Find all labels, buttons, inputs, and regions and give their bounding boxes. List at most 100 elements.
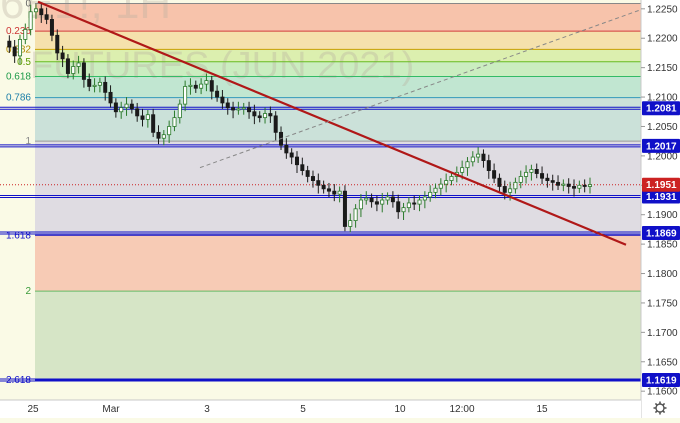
candle-body (518, 176, 523, 183)
candle-body (252, 111, 257, 117)
fib-label: 0.5 (17, 57, 31, 68)
settings-gear-icon[interactable] (653, 401, 667, 415)
y-tick-label: 1.1600 (647, 387, 678, 398)
candle-body (231, 107, 236, 111)
candle-body (33, 8, 38, 13)
gear-tooth (662, 402, 666, 406)
y-tick-label: 1.2200 (647, 34, 678, 45)
candle-body (124, 103, 129, 109)
candle-body (7, 40, 12, 48)
last-price-tag (642, 177, 680, 192)
candle-body (87, 79, 92, 87)
candle-body (204, 80, 209, 85)
x-axis: 25 Mar 3 5 10 12:00 15 (0, 399, 641, 418)
candle-body (156, 131, 161, 139)
candle-body (81, 62, 86, 80)
fib-label: 2 (25, 286, 31, 297)
y-tick-label: 1.1750 (647, 298, 678, 309)
candle-body (588, 184, 593, 187)
candle-body (310, 176, 315, 181)
fib-label: 0.786 (6, 93, 31, 104)
candle-body (55, 34, 60, 54)
candle-body (332, 190, 337, 195)
trend-line[interactable] (37, 0, 627, 246)
candle-body (326, 188, 331, 192)
candle-body (545, 177, 550, 181)
fib-label: 0.618 (6, 71, 31, 82)
candle-body (390, 196, 395, 203)
candle-body (582, 184, 587, 187)
dashed-line[interactable] (199, 9, 641, 169)
fib-label: 1 (25, 136, 31, 147)
candle-body (465, 161, 470, 169)
candle-body (225, 102, 230, 109)
fib-band (35, 291, 641, 380)
y-tick-label: 1.2000 (647, 151, 678, 162)
price-tag (642, 225, 680, 240)
candle-body (135, 108, 140, 117)
last-price-label: 1.1951 (646, 180, 677, 191)
candle-body (358, 199, 363, 210)
gear-tooth (654, 402, 658, 406)
candle-body (470, 156, 475, 163)
y-tick-label: 1.1700 (647, 328, 678, 339)
candle-body (348, 220, 353, 227)
candle-body (534, 169, 539, 174)
x-tick-label: 3 (204, 404, 210, 415)
candle-body (167, 126, 172, 136)
candle-body (215, 90, 220, 98)
trendlines (37, 0, 641, 246)
price-tag (642, 373, 680, 387)
candle-body (23, 29, 28, 40)
y-axis-background (641, 0, 680, 418)
x-tick-label: 15 (536, 404, 548, 415)
candle-body (502, 186, 507, 193)
candle-body (284, 144, 289, 154)
candle-body (65, 58, 70, 74)
candle-body (92, 84, 97, 87)
y-tick-label: 1.1900 (647, 210, 678, 221)
x-axis-background (0, 400, 641, 418)
candle-body (508, 188, 513, 193)
y-axis: 1.2250 1.2200 1.2150 1.2100 1.2050 1.2000 1.19… (640, 0, 680, 418)
price-tag-label: 1.2081 (646, 104, 677, 115)
x-tick-label: 12:00 (449, 404, 474, 415)
y-tick-label: 1.1850 (647, 240, 678, 251)
candle-body (486, 160, 491, 171)
candle-body (492, 170, 497, 179)
candle-body (177, 103, 182, 119)
candle-body (263, 113, 268, 119)
candle-body (550, 180, 555, 183)
candle-body (337, 190, 342, 195)
candle-body (433, 187, 438, 193)
fib-label: 1.618 (6, 230, 31, 241)
candle-body (12, 46, 17, 57)
y-tick-label: 1.2100 (647, 93, 678, 104)
candle-body (236, 108, 241, 111)
candle-body (417, 199, 422, 205)
candle-body (305, 170, 310, 177)
candle-body (385, 196, 390, 201)
candle-body (513, 181, 518, 190)
candle-body (183, 86, 188, 105)
horizontal-levels (0, 106, 641, 382)
candle-body (71, 66, 76, 74)
candle-body (444, 180, 449, 185)
gear-tooth (654, 410, 658, 414)
price-tag-label: 1.1869 (646, 228, 677, 239)
candle-body (220, 96, 225, 104)
fib-band (35, 61, 641, 77)
y-tick-label: 1.2150 (647, 63, 678, 74)
fib-lines (35, 3, 641, 381)
watermark: 6E1!, 1H FUTURES (JUN 2021) (0, 0, 414, 87)
candle-body (428, 191, 433, 198)
candle-body (540, 173, 545, 179)
candle-body (129, 103, 134, 110)
candle-body (140, 115, 145, 120)
candle-body (199, 83, 204, 89)
candle-body (438, 183, 443, 189)
y-tick-label: 1.2050 (647, 122, 678, 133)
candle-body (529, 169, 534, 173)
